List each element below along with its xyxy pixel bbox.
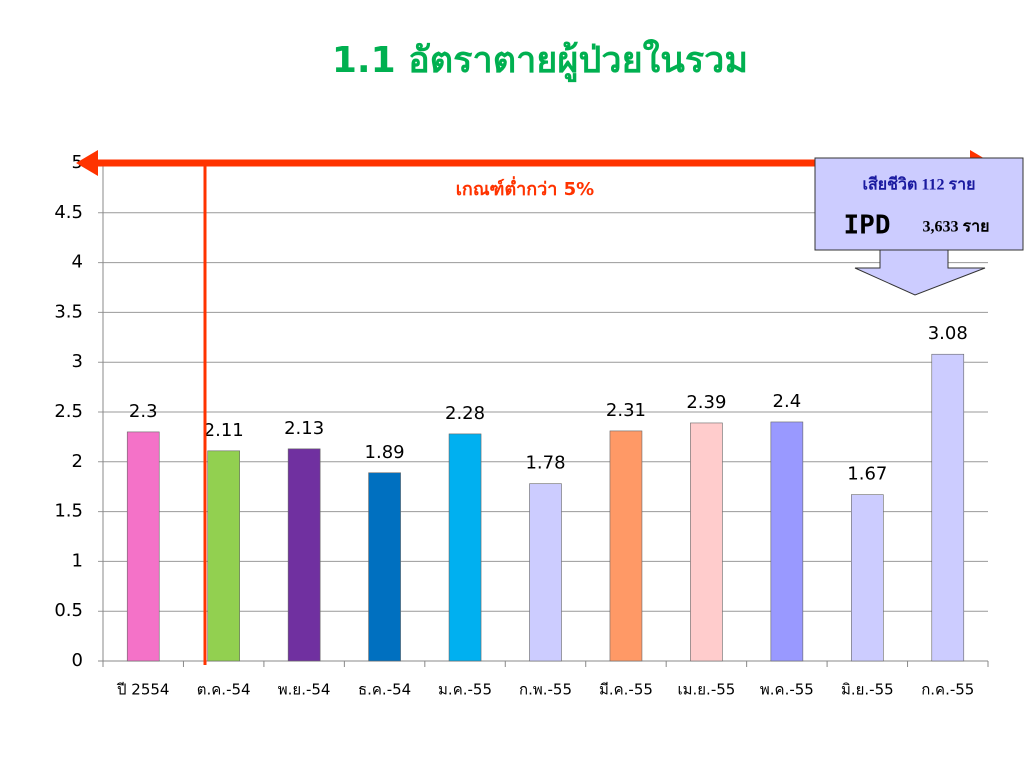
value-label: 1.78: [525, 453, 565, 474]
y-tick-label: 1.5: [54, 501, 83, 522]
callout-arrow: [854, 249, 986, 296]
bar: [609, 430, 643, 662]
bar: [931, 353, 965, 662]
x-tick-label: ต.ค.-54: [197, 681, 251, 699]
x-tick-label: ปี 2554: [116, 681, 169, 699]
value-label: 1.67: [847, 464, 887, 485]
x-tick-label: มี.ค.-55: [599, 681, 653, 699]
callout-box: [814, 157, 1024, 251]
callout-text: IPD: [844, 211, 891, 241]
bar: [529, 483, 562, 662]
y-tick-label: 0.5: [54, 600, 83, 621]
value-label: 3.08: [928, 323, 968, 344]
bar: [126, 431, 160, 662]
x-tick-label: ธ.ค.-54: [358, 681, 411, 699]
bar: [690, 422, 723, 662]
bar: [207, 450, 240, 662]
x-tick-label: ม.ค.-55: [438, 681, 492, 699]
x-tick-label: เม.ย.-55: [677, 681, 735, 699]
y-tick-label: 3.5: [54, 301, 83, 322]
y-tick-label: 1: [72, 550, 83, 571]
y-tick-label: 4.5: [54, 202, 83, 223]
x-tick-label: พ.ค.-55: [760, 681, 814, 699]
value-label: 2.31: [606, 400, 646, 421]
value-label: 2.3: [129, 401, 158, 422]
y-tick-label: 4: [72, 252, 83, 273]
value-label: 2.39: [686, 392, 726, 413]
chart-title: 1.1 อัตราตายผู้ป่วยในรวม: [332, 38, 748, 83]
bar: [368, 472, 401, 662]
callout-text: 3,633 ราย: [923, 219, 990, 236]
y-tick-label: 2: [72, 451, 83, 472]
bar: [770, 421, 804, 662]
bar: [851, 494, 884, 662]
callout-text: เสียชีวิต 112 ราย: [863, 175, 976, 194]
threshold-label: เกณฑ์ต่ำกว่า 5%: [456, 176, 594, 200]
y-tick-label: 3: [72, 351, 83, 372]
value-label: 2.11: [204, 420, 244, 441]
arrow-head: [76, 150, 98, 176]
bar: [287, 448, 321, 662]
value-label: 2.28: [445, 403, 485, 424]
value-label: 2.4: [773, 391, 802, 412]
value-label: 1.89: [365, 442, 405, 463]
x-tick-label: มิ.ย.-55: [841, 681, 894, 699]
y-tick-label: 0: [72, 650, 83, 671]
x-tick-label: พ.ย.-54: [278, 681, 331, 699]
x-tick-label: ก.ค.-55: [921, 681, 974, 699]
x-tick-label: ก.พ.-55: [519, 681, 572, 699]
value-label: 2.13: [284, 418, 324, 439]
bar: [448, 433, 482, 662]
y-tick-label: 2.5: [54, 401, 83, 422]
